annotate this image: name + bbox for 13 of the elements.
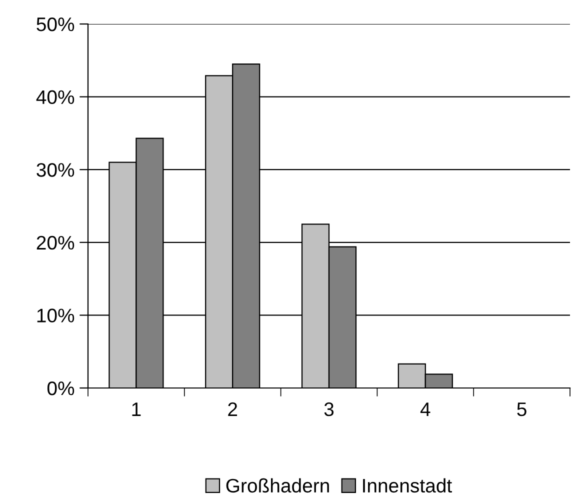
y-tick-label: 10% xyxy=(37,308,74,322)
x-tick-label: 5 xyxy=(517,402,526,416)
y-tick-label: 30% xyxy=(36,163,74,177)
y-tick-label: 40% xyxy=(36,90,74,104)
y-tick-label: 20% xyxy=(36,236,74,250)
legend-label: Innenstadt xyxy=(363,478,452,493)
y-tick-label: 50% xyxy=(36,17,74,32)
legend-label: Großhadern xyxy=(226,478,329,493)
x-tick-label: 2 xyxy=(228,402,238,416)
y-tick-label: 0% xyxy=(47,381,74,396)
x-tick-label: 3 xyxy=(324,402,334,416)
x-tick-label: 1 xyxy=(132,402,141,416)
x-tick-label: 4 xyxy=(420,402,430,416)
